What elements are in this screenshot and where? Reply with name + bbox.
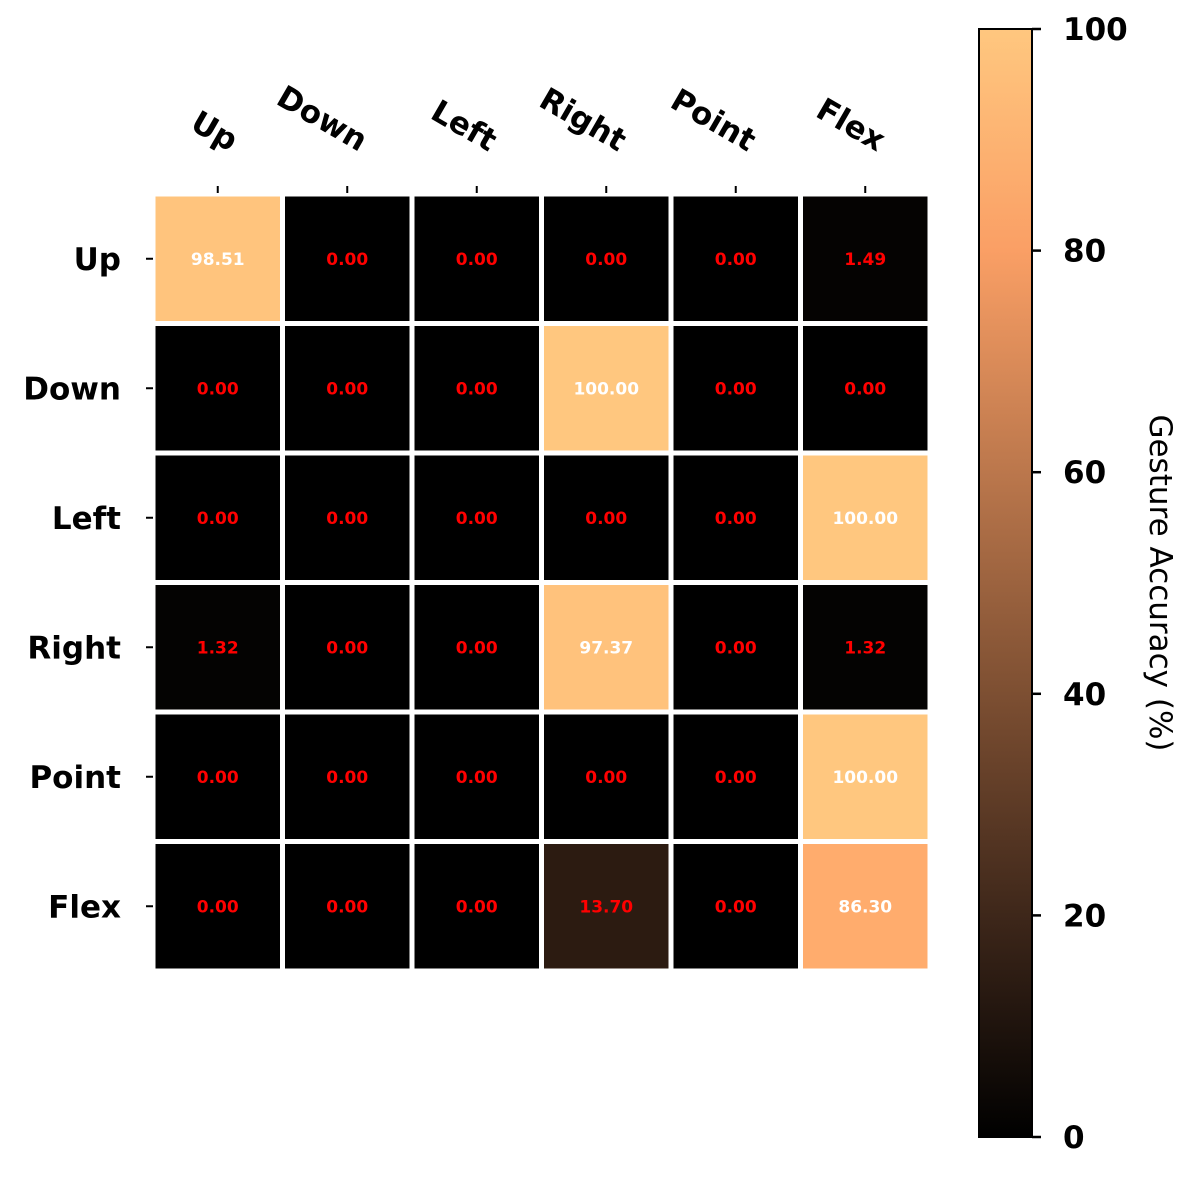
heatmap-cell [803, 196, 928, 321]
cell-value-label: 0.00 [715, 897, 757, 917]
heatmap-cell [673, 326, 798, 451]
heatmap-cell [414, 844, 539, 969]
colorbar-tick-label: 80 [1063, 234, 1106, 270]
heatmap-cell [155, 585, 280, 710]
heatmap-cell [414, 585, 539, 710]
cell-value-label: 0.00 [715, 509, 757, 529]
colorbar-tick-label: 60 [1063, 455, 1106, 491]
cell-value-label: 0.00 [585, 250, 627, 270]
cell-value-label: 0.00 [456, 768, 498, 788]
heatmap-cell [803, 326, 928, 451]
heatmap-cell [155, 326, 280, 451]
heatmap-cell [544, 455, 669, 580]
cell-value-label: 1.32 [197, 638, 239, 658]
cell-value-label: 0.00 [326, 509, 368, 529]
y-tick-label: Flex [48, 889, 121, 925]
x-axis-ticks: Up Down Left Right Point Flex [185, 79, 891, 193]
heatmap-cell [803, 585, 928, 710]
cell-value-label: 98.51 [191, 250, 245, 270]
y-tick-label: Right [27, 630, 121, 666]
colorbar-tick-label: 40 [1063, 677, 1106, 713]
cell-value-label: 0.00 [326, 638, 368, 658]
heatmap-cell [544, 326, 669, 451]
heatmap-cell [155, 455, 280, 580]
cell-value-label: 1.49 [844, 250, 886, 270]
cell-value-label: 0.00 [456, 379, 498, 399]
cell-value-label: 0.00 [585, 509, 627, 529]
cell-value-label: 0.00 [197, 379, 239, 399]
cell-value-label: 100.00 [832, 509, 898, 529]
cell-value-label: 100.00 [573, 379, 639, 399]
cell-value-label: 0.00 [326, 897, 368, 917]
heatmap-cell [803, 844, 928, 969]
colorbar-label: Gesture Accuracy (%) [1142, 414, 1178, 751]
cell-value-label: 86.30 [838, 897, 892, 917]
colorbar-tick-label: 100 [1063, 12, 1128, 48]
cell-value-label: 0.00 [585, 768, 627, 788]
cell-value-label: 97.37 [579, 638, 633, 658]
heatmap-cell [285, 844, 410, 969]
cell-value-label: 100.00 [832, 768, 898, 788]
colorbar-tick-label: 0 [1063, 1120, 1085, 1156]
colorbar-gradient [978, 28, 1033, 1138]
heatmap-cells: 98.51 0.00 0.00 0.00 0.00 1.49 0.00 0.00 0.00 100… [155, 196, 928, 969]
heatmap-cell [544, 196, 669, 321]
x-tick-label: Point [664, 82, 761, 159]
heatmap-cell [673, 585, 798, 710]
cell-value-label: 0.00 [456, 638, 498, 658]
heatmap-cell [673, 844, 798, 969]
y-tick-label: Down [23, 371, 121, 407]
cell-value-label: 13.70 [579, 897, 633, 917]
heatmap-cell [414, 714, 539, 839]
cell-value-label: 0.00 [326, 768, 368, 788]
heatmap-cell [803, 455, 928, 580]
cell-value-label: 0.00 [715, 379, 757, 399]
heatmap-cell [285, 196, 410, 321]
heatmap-cell [155, 844, 280, 969]
heatmap-cell [414, 326, 539, 451]
heatmap-cell [155, 714, 280, 839]
heatmap-cell [414, 455, 539, 580]
x-tick-label: Left [425, 93, 503, 159]
cell-value-label: 0.00 [456, 509, 498, 529]
heatmap-cell [285, 714, 410, 839]
cell-value-label: 0.00 [715, 250, 757, 270]
y-tick-label: Left [52, 501, 121, 537]
heatmap-cell [673, 455, 798, 580]
cell-value-label: 0.00 [456, 250, 498, 270]
x-tick-label: Flex [810, 91, 891, 159]
cell-value-label: 0.00 [197, 897, 239, 917]
y-tick-label: Point [29, 760, 121, 796]
heatmap-cell [285, 326, 410, 451]
heatmap-cell [544, 844, 669, 969]
cell-value-label: 0.00 [326, 379, 368, 399]
heatmap-cell [285, 455, 410, 580]
heatmap-cell [803, 714, 928, 839]
heatmap-cell [673, 714, 798, 839]
cell-value-label: 0.00 [715, 768, 757, 788]
heatmap-cell [673, 196, 798, 321]
cell-value-label: 0.00 [326, 250, 368, 270]
heatmap-cell [544, 714, 669, 839]
cell-value-label: 1.32 [844, 638, 886, 658]
heatmap-cell [155, 196, 280, 321]
cell-value-label: 0.00 [197, 768, 239, 788]
cell-value-label: 0.00 [844, 379, 886, 399]
colorbar: 0 20 40 60 80 100 Gesture Accuracy (%) [978, 12, 1178, 1156]
x-tick-label: Down [271, 79, 374, 159]
colorbar-tick-label: 20 [1063, 898, 1106, 934]
cell-value-label: 0.00 [456, 897, 498, 917]
y-axis-ticks: Up Down Left Right Point Flex [23, 242, 153, 925]
y-tick-label: Up [74, 242, 121, 278]
heatmap-cell [544, 585, 669, 710]
heatmap-cell [414, 196, 539, 321]
heatmap-cell [285, 585, 410, 710]
cell-value-label: 0.00 [715, 638, 757, 658]
cell-value-label: 0.00 [197, 509, 239, 529]
x-tick-label: Right [533, 81, 632, 159]
x-tick-label: Up [185, 104, 244, 159]
